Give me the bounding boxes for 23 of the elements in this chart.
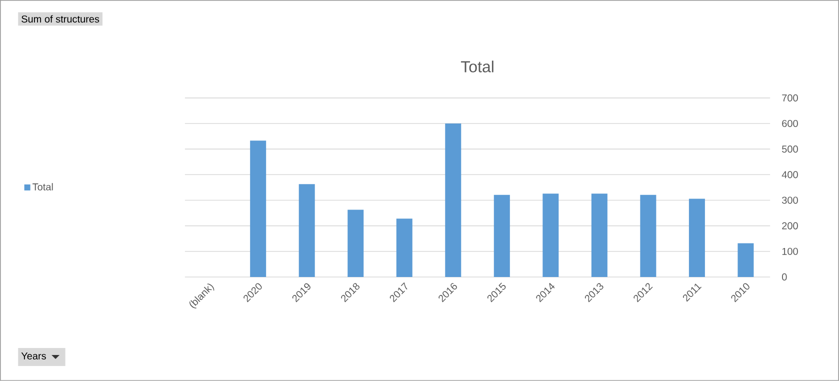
y-tick-label: 200 bbox=[782, 222, 798, 230]
y-tick-label: 100 bbox=[782, 248, 798, 255]
y-tick-label: 400 bbox=[782, 171, 798, 178]
bar bbox=[396, 218, 412, 278]
y-tick-label: 600 bbox=[782, 120, 798, 128]
bar bbox=[494, 194, 510, 278]
bar bbox=[250, 140, 266, 278]
text: Years bbox=[21, 352, 46, 360]
y-tick-label: 700 bbox=[782, 94, 798, 102]
bar bbox=[688, 198, 705, 278]
y-tick-label: 300 bbox=[782, 196, 798, 204]
text: Sum of structures bbox=[22, 15, 100, 23]
bar bbox=[445, 124, 462, 278]
bar bbox=[738, 243, 754, 278]
bar bbox=[298, 184, 315, 278]
bar bbox=[640, 194, 656, 278]
bar bbox=[591, 194, 608, 278]
y-tick-label: 500 bbox=[782, 146, 798, 153]
legend-label: Total bbox=[32, 183, 53, 190]
y-tick-label: 0 bbox=[782, 273, 787, 281]
chart-title: Total bbox=[460, 60, 494, 72]
bar bbox=[348, 210, 364, 278]
bar bbox=[542, 194, 559, 278]
